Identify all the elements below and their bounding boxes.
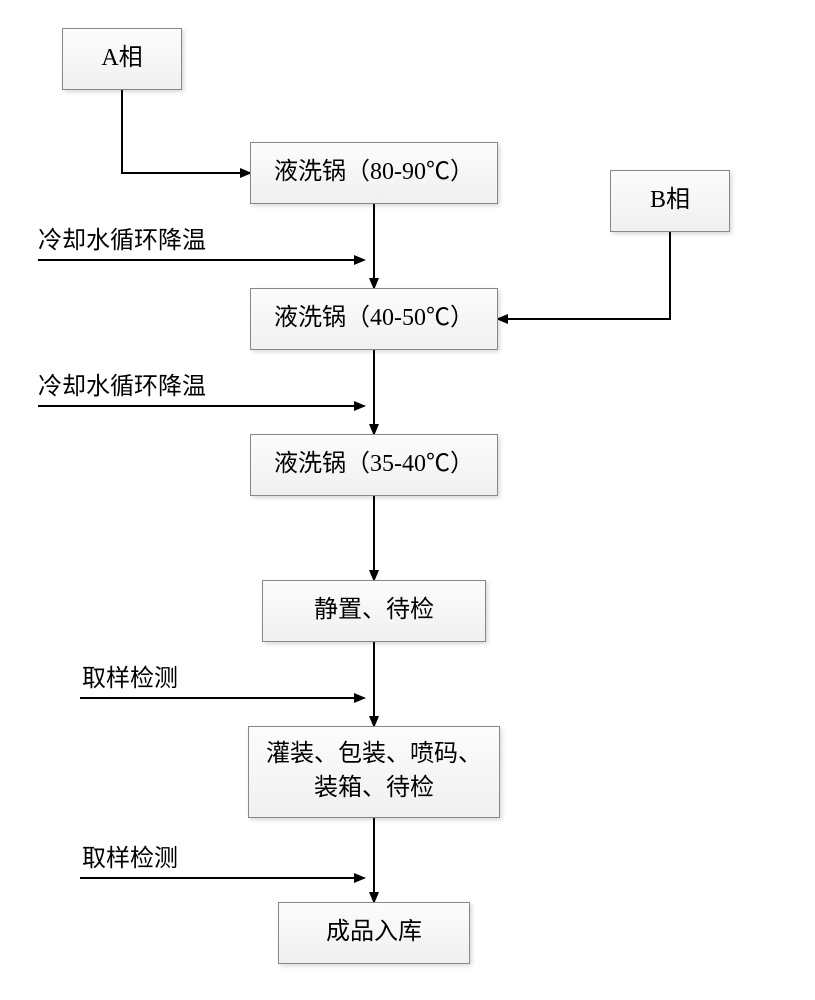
edge-b-to-tank2 (498, 232, 670, 319)
node-stand: 静置、待检 (262, 580, 486, 642)
node-tank3: 液洗锅（35-40℃） (250, 434, 498, 496)
label-sample2: 取样检测 (82, 838, 178, 873)
edge-a-to-tank1 (122, 90, 250, 173)
side-label-text: 取样检测 (82, 846, 178, 872)
node-finished: 成品入库 (278, 902, 470, 964)
label-sample1: 取样检测 (82, 658, 178, 693)
label-cool1: 冷却水循环降温 (38, 220, 206, 255)
node-tank2: 液洗锅（40-50℃） (250, 288, 498, 350)
node-a-phase: A相 (62, 28, 182, 90)
node-label: 静置、待检 (314, 594, 434, 628)
side-label-text: 冷却水循环降温 (38, 228, 206, 254)
node-label: 成品入库 (326, 916, 422, 950)
process-flowchart: A相 B相 液洗锅（80-90℃） 液洗锅（40-50℃） 液洗锅（35-40℃… (0, 0, 815, 1000)
node-label: 液洗锅（40-50℃） (274, 302, 474, 336)
node-label: 灌装、包装、喷码、装箱、待检 (263, 738, 485, 805)
node-fill-pack: 灌装、包装、喷码、装箱、待检 (248, 726, 500, 818)
node-tank1: 液洗锅（80-90℃） (250, 142, 498, 204)
node-b-phase: B相 (610, 170, 730, 232)
node-label: A相 (101, 42, 142, 76)
node-label: 液洗锅（35-40℃） (274, 448, 474, 482)
node-label: B相 (650, 184, 690, 218)
node-label: 液洗锅（80-90℃） (274, 156, 474, 190)
label-cool2: 冷却水循环降温 (38, 366, 206, 401)
side-label-text: 冷却水循环降温 (38, 374, 206, 400)
side-label-text: 取样检测 (82, 666, 178, 692)
